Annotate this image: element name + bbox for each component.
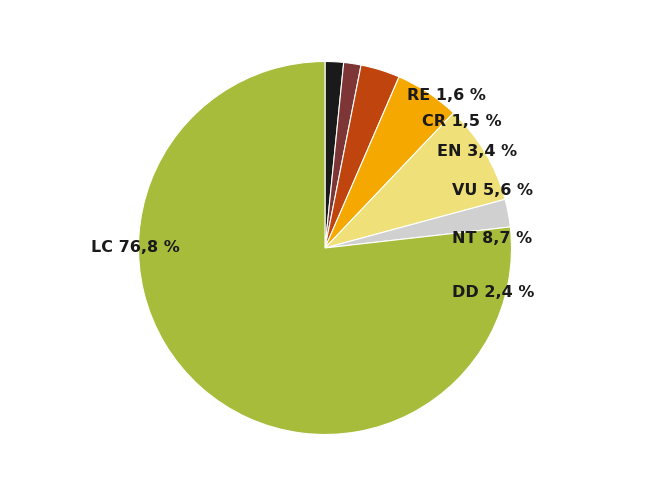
Wedge shape	[325, 62, 344, 248]
Text: RE 1,6 %: RE 1,6 %	[407, 88, 486, 103]
Text: CR 1,5 %: CR 1,5 %	[422, 114, 502, 128]
Wedge shape	[325, 199, 510, 248]
Text: LC 76,8 %: LC 76,8 %	[91, 241, 179, 255]
Wedge shape	[138, 62, 512, 434]
Text: NT 8,7 %: NT 8,7 %	[452, 231, 532, 246]
Wedge shape	[325, 113, 505, 248]
Text: VU 5,6 %: VU 5,6 %	[452, 183, 533, 198]
Text: DD 2,4 %: DD 2,4 %	[452, 285, 534, 300]
Wedge shape	[325, 65, 399, 248]
Wedge shape	[325, 77, 454, 248]
Text: EN 3,4 %: EN 3,4 %	[437, 143, 517, 159]
Wedge shape	[325, 62, 361, 248]
